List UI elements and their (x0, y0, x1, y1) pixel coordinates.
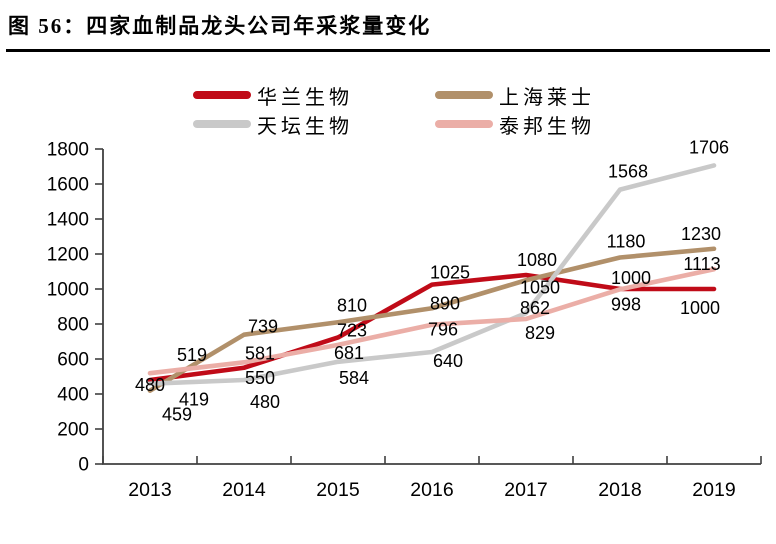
y-tick-label: 1800 (47, 140, 89, 161)
chart-legend: 华兰生物 上海莱士天坛生物 泰邦生物 (193, 84, 677, 138)
x-tick-label: 2017 (504, 479, 547, 501)
legend-item-3: 泰邦生物 (435, 113, 677, 138)
x-tick-label: 2018 (598, 479, 641, 501)
legend-item-1: 上海莱士 (435, 84, 677, 109)
figure-title: 图 56：四家血制品龙头公司年采浆量变化 (8, 14, 432, 38)
data-label-3-5: 998 (611, 294, 641, 314)
y-tick-label: 800 (57, 315, 89, 336)
data-label-1-6: 1230 (681, 224, 721, 244)
data-label-2-3: 640 (433, 351, 463, 371)
legend-label: 华兰生物 (257, 86, 353, 109)
y-tick-label: 1000 (47, 280, 89, 301)
data-label-1-3: 890 (430, 293, 460, 313)
data-label-1-4: 1050 (520, 277, 560, 297)
x-tick-label: 2016 (410, 479, 453, 501)
data-label-0-1: 550 (245, 368, 275, 388)
legend-swatch-icon (193, 120, 251, 128)
axis-lines (102, 149, 761, 465)
legend-label: 天坛生物 (257, 115, 353, 138)
data-label-2-2: 584 (339, 368, 369, 388)
data-label-0-2: 723 (337, 320, 367, 340)
data-label-1-0: 419 (179, 390, 209, 410)
data-label-2-0: 459 (162, 405, 192, 425)
legend-swatch-icon (435, 91, 493, 99)
legend-label: 上海莱士 (499, 86, 595, 109)
legend-swatch-icon (193, 91, 251, 99)
legend-item-2: 天坛生物 (193, 113, 435, 138)
x-tick-label: 2013 (128, 479, 171, 501)
data-label-0-4: 1080 (517, 250, 557, 270)
data-label-2-1: 480 (250, 392, 280, 412)
y-tick-label: 200 (57, 420, 89, 441)
y-tick-label: 400 (57, 385, 89, 406)
y-tick-label: 0 (78, 455, 89, 476)
data-label-3-4: 829 (525, 323, 555, 343)
data-label-0-6: 1000 (680, 298, 720, 318)
legend-swatch-icon (435, 120, 493, 128)
legend-item-0: 华兰生物 (193, 84, 435, 109)
data-label-1-1: 739 (248, 317, 278, 337)
series-line-3 (147, 266, 717, 376)
data-label-0-5: 1000 (611, 268, 651, 288)
y-tick-label: 1200 (47, 245, 89, 266)
x-tick-label: 2015 (316, 479, 360, 501)
series-line-1 (147, 246, 717, 393)
data-label-2-6: 1706 (689, 137, 729, 157)
x-tick-label: 2019 (692, 479, 735, 501)
data-label-1-2: 810 (337, 295, 367, 315)
data-label-3-1: 581 (245, 343, 275, 363)
data-label-3-6: 1113 (683, 254, 720, 274)
data-label-0-3: 1025 (430, 263, 470, 283)
data-label-3-2: 681 (334, 343, 364, 363)
data-label-2-5: 1568 (608, 162, 648, 182)
x-tick-label: 2014 (222, 479, 266, 501)
title-underline (6, 49, 770, 52)
legend-label: 泰邦生物 (499, 115, 595, 138)
data-label-0-0: 480 (135, 375, 165, 395)
y-tick-label: 1400 (47, 210, 89, 231)
y-tick-label: 1600 (47, 175, 89, 196)
data-label-1-5: 1180 (607, 232, 646, 252)
y-tick-label: 600 (57, 350, 89, 371)
data-label-2-4: 862 (520, 298, 550, 318)
data-label-3-0: 519 (177, 345, 207, 365)
data-label-3-3: 796 (428, 320, 458, 340)
series-line-2 (147, 163, 717, 386)
